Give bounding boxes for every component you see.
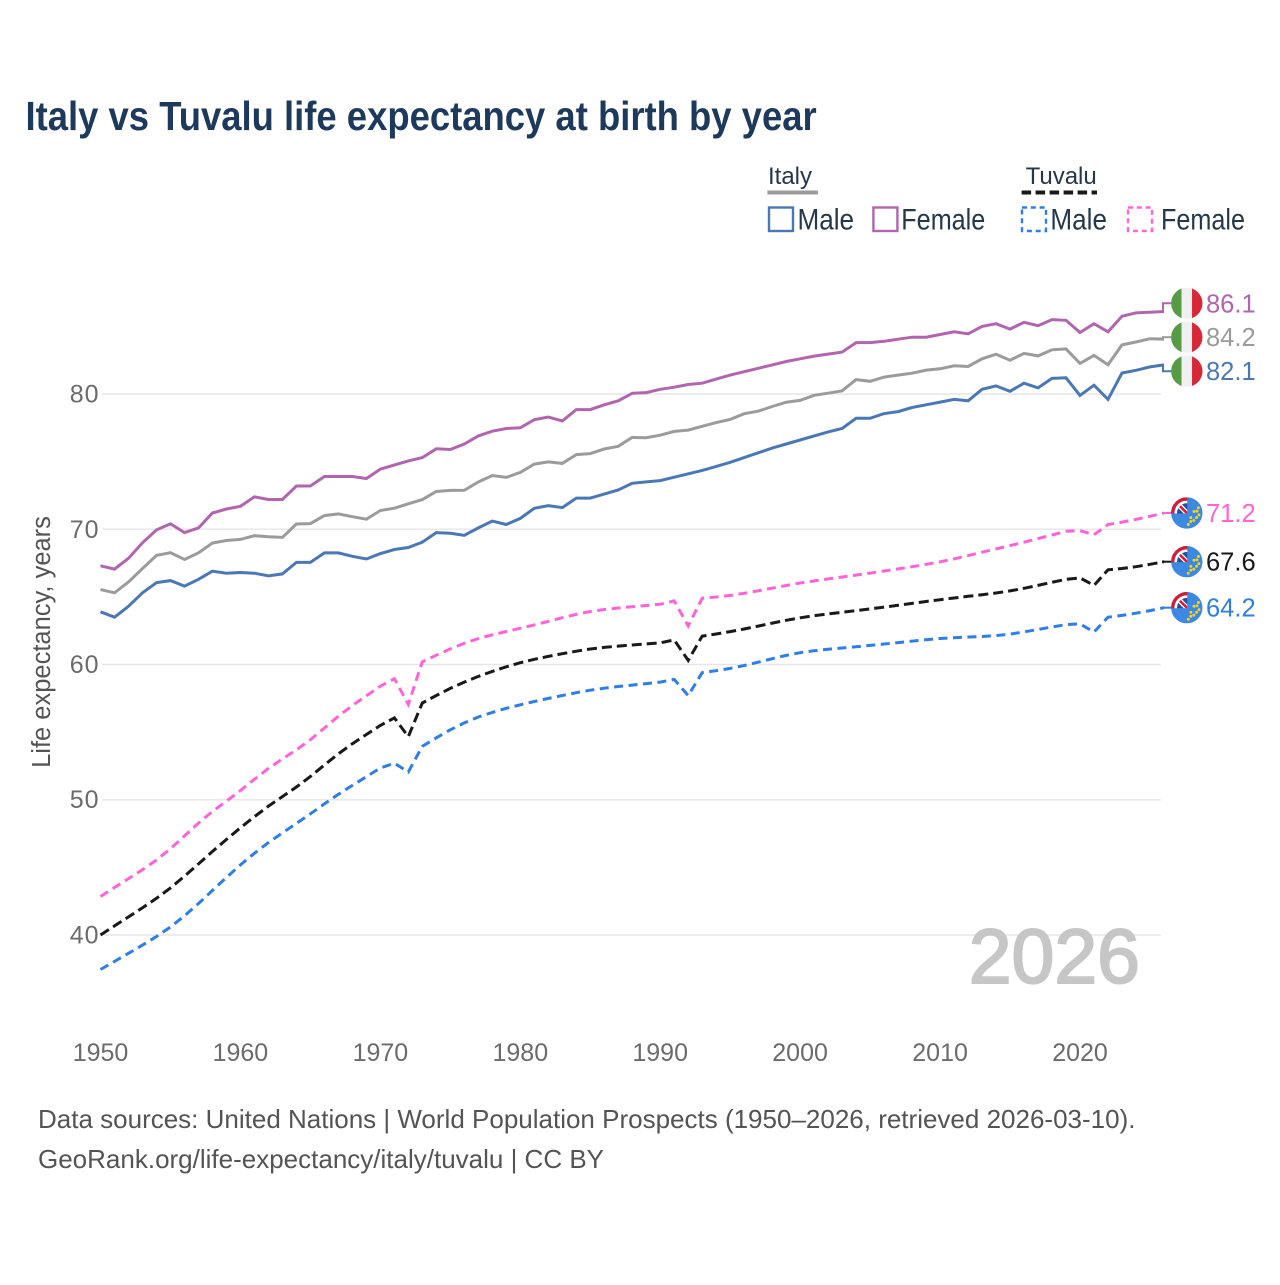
svg-text:82.1: 82.1 xyxy=(1206,358,1256,386)
svg-text:2020: 2020 xyxy=(1052,1039,1108,1067)
svg-text:Data sources: United Nations |: Data sources: United Nations | World Pop… xyxy=(38,1104,1135,1134)
svg-text:60: 60 xyxy=(70,651,100,679)
svg-text:50: 50 xyxy=(70,786,100,814)
svg-text:1950: 1950 xyxy=(73,1039,129,1067)
svg-text:1990: 1990 xyxy=(632,1039,688,1067)
svg-text:1960: 1960 xyxy=(213,1039,269,1067)
svg-text:64.2: 64.2 xyxy=(1206,595,1256,623)
svg-text:40: 40 xyxy=(70,922,100,950)
svg-text:80: 80 xyxy=(70,381,100,409)
svg-text:Italy vs Tuvalu life expectanc: Italy vs Tuvalu life expectancy at birth… xyxy=(26,94,817,139)
svg-text:Tuvalu: Tuvalu xyxy=(1026,163,1097,190)
svg-text:86.1: 86.1 xyxy=(1206,290,1256,318)
svg-text:2010: 2010 xyxy=(912,1039,968,1067)
svg-text:71.2: 71.2 xyxy=(1206,500,1256,528)
svg-text:Male: Male xyxy=(1050,203,1107,236)
svg-text:Italy: Italy xyxy=(768,163,812,190)
svg-text:Male: Male xyxy=(798,203,855,236)
svg-text:Female: Female xyxy=(901,202,985,236)
svg-text:70: 70 xyxy=(70,516,100,544)
svg-text:2026: 2026 xyxy=(969,914,1140,1000)
svg-text:84.2: 84.2 xyxy=(1206,324,1256,352)
svg-text:1980: 1980 xyxy=(492,1039,548,1067)
svg-text:Life expectancy, years: Life expectancy, years xyxy=(28,516,56,768)
svg-text:1970: 1970 xyxy=(353,1039,409,1067)
svg-text:2000: 2000 xyxy=(772,1039,828,1067)
svg-text:67.6: 67.6 xyxy=(1206,549,1256,577)
svg-text:Female: Female xyxy=(1161,202,1245,236)
svg-text:GeoRank.org/life-expectancy/it: GeoRank.org/life-expectancy/italy/tuvalu… xyxy=(38,1144,604,1174)
